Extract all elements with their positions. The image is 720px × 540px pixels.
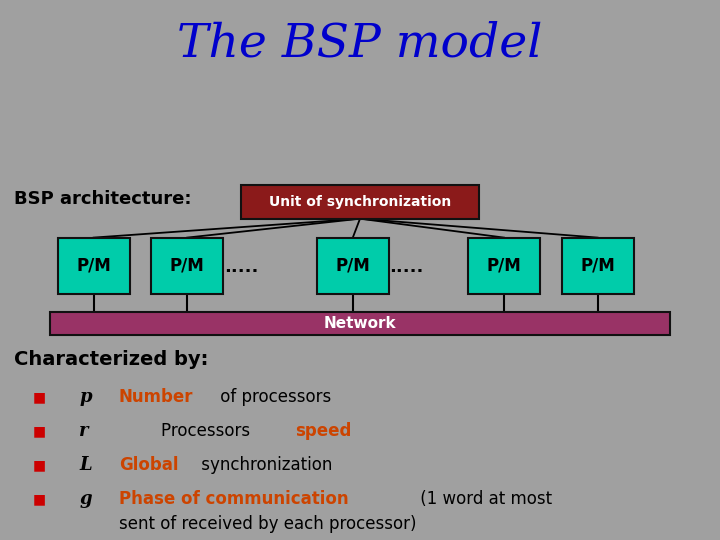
Bar (562, 238, 634, 294)
Bar (50, 312, 670, 335)
Text: g: g (79, 490, 92, 508)
Text: ■: ■ (33, 492, 46, 506)
Text: P/M: P/M (170, 257, 204, 275)
Text: P/M: P/M (580, 257, 615, 275)
Text: (1 word at most: (1 word at most (415, 490, 552, 508)
Text: Global: Global (119, 456, 179, 474)
Text: of processors: of processors (215, 388, 331, 406)
Text: synchronization: synchronization (196, 456, 332, 474)
Text: speed: speed (294, 422, 351, 440)
Text: p: p (79, 388, 92, 406)
Text: Network: Network (324, 316, 396, 331)
Bar (241, 185, 479, 219)
Text: .....: ..... (390, 258, 424, 276)
Text: sent of received by each processor): sent of received by each processor) (119, 516, 416, 534)
Text: Processors: Processors (119, 422, 255, 440)
Bar (58, 238, 130, 294)
Text: ■: ■ (33, 458, 46, 472)
Bar (151, 238, 223, 294)
Text: ■: ■ (33, 390, 46, 404)
Text: BSP architecture:: BSP architecture: (14, 190, 192, 208)
Bar (468, 238, 540, 294)
Text: The BSP model: The BSP model (177, 22, 543, 67)
Text: L: L (79, 456, 92, 474)
Text: .....: ..... (224, 258, 258, 276)
Text: Characterized by:: Characterized by: (14, 349, 209, 369)
Text: P/M: P/M (336, 257, 370, 275)
Text: Unit of synchronization: Unit of synchronization (269, 195, 451, 209)
Text: ■: ■ (33, 424, 46, 438)
Text: P/M: P/M (487, 257, 521, 275)
Bar (317, 238, 389, 294)
Text: Phase of communication: Phase of communication (119, 490, 348, 508)
Text: r: r (79, 422, 89, 440)
Text: P/M: P/M (76, 257, 111, 275)
Text: Number: Number (119, 388, 193, 406)
